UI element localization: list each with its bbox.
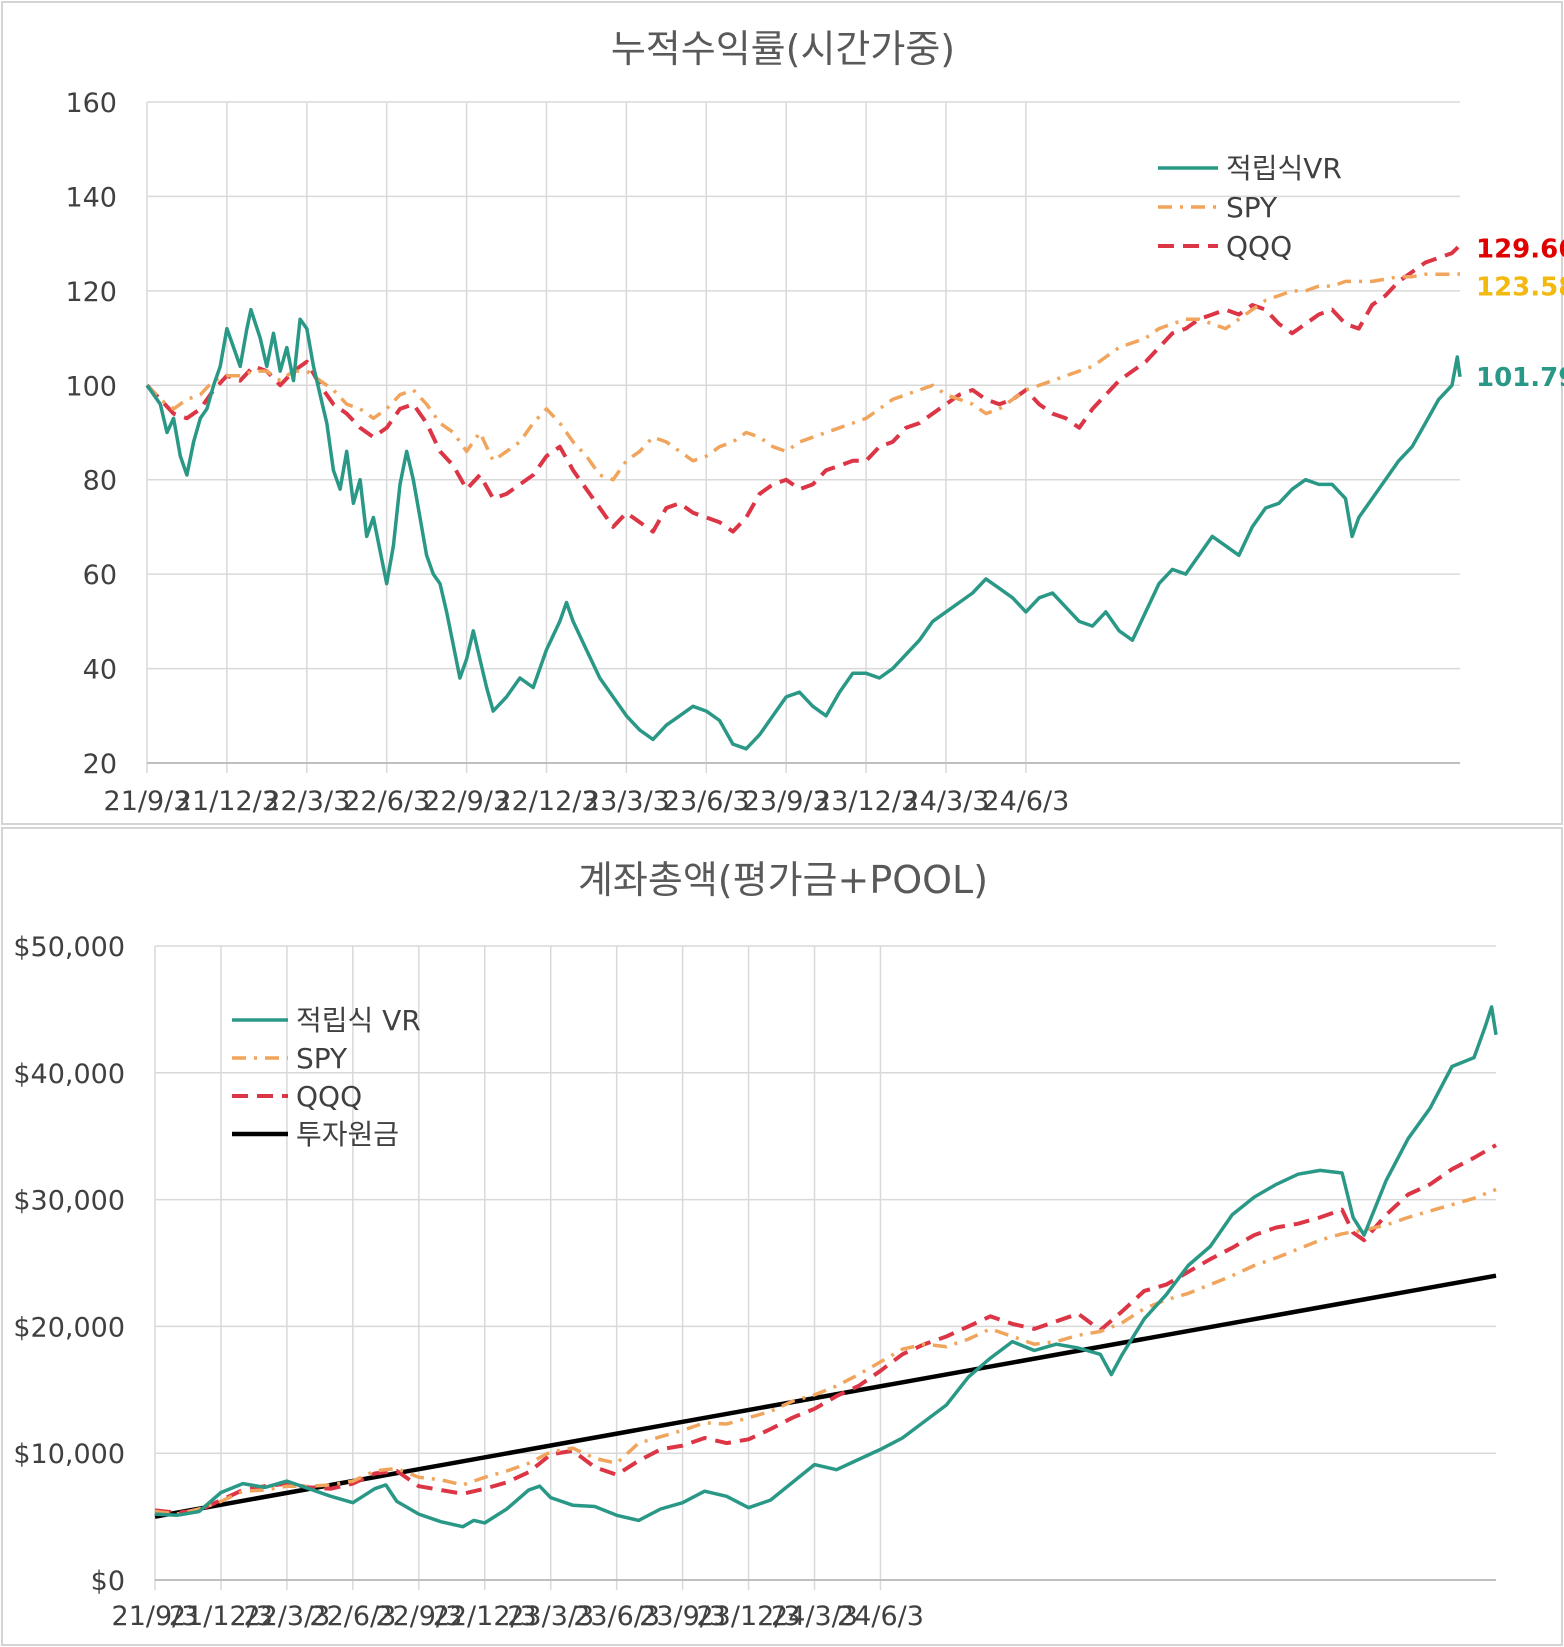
- x-tick-label: 23/6/3: [663, 786, 750, 817]
- y-tick-label: $40,000: [13, 1059, 125, 1090]
- y-tick-label: 80: [83, 466, 117, 497]
- y-tick-label: $50,000: [13, 932, 125, 963]
- y-tick-label: $30,000: [13, 1186, 125, 1217]
- x-tick-label: 22/3/3: [243, 1601, 330, 1632]
- x-tick-label: 24/3/3: [771, 1601, 858, 1632]
- y-tick-label: 40: [83, 655, 117, 686]
- y-tick-label: 100: [65, 371, 117, 402]
- series-line-1: [154, 1005, 1498, 1529]
- legend-label-3: QQQ: [296, 1080, 362, 1113]
- chart-1: 누적수익률(시간가중) 20 40 60 80 100 120 140 160 21/9/321/…: [1, 1, 1564, 825]
- x-tick-label: 23/3/3: [583, 786, 670, 817]
- x-tick-label: 22/9/3: [423, 786, 510, 817]
- x-tick-label: 22/12/3: [433, 1601, 537, 1632]
- x-tick-label: 21/9/3: [112, 1601, 199, 1632]
- end-value-label: 123.58: [1476, 272, 1564, 302]
- x-tick-label: 22/9/3: [375, 1601, 462, 1632]
- chart-2: 계좌총액(평가금+POOL) $0 $10,000 $20,000 $30,000 $40…: [1, 827, 1563, 1646]
- legend-label-1: 적립식VR: [1226, 152, 1342, 185]
- legend-label-1: 적립식 VR: [296, 1004, 421, 1037]
- y-tick-label: 120: [65, 277, 117, 308]
- x-tick-label: 23/9/3: [743, 786, 830, 817]
- x-tick-label: 22/12/3: [494, 786, 598, 817]
- series-line-3: [154, 1143, 1497, 1515]
- legend-label-4: 투자원금: [296, 1118, 399, 1151]
- series-line-2: [145, 272, 1461, 482]
- legend: 적립식VR SPY QQQ: [1158, 152, 1342, 263]
- series-group: [145, 243, 1462, 751]
- y-tick-label: $0: [91, 1566, 125, 1597]
- end-value-label: 101.79: [1476, 363, 1564, 393]
- x-tick-label: 24/6/3: [982, 786, 1069, 817]
- x-tick-label: 22/6/3: [309, 1601, 396, 1632]
- legend: 적립식 VR SPY QQQ 투자원금: [232, 1004, 421, 1151]
- x-tick-label: 24/3/3: [903, 786, 990, 817]
- series-line-1: [145, 307, 1462, 751]
- series-line-2: [154, 1187, 1497, 1516]
- x-tick-label: 23/12/3: [814, 786, 918, 817]
- x-tick-label: 23/3/3: [507, 1601, 594, 1632]
- x-tick-label: 22/6/3: [343, 786, 430, 817]
- series-line-3: [145, 243, 1462, 534]
- chart-panel: [1, 827, 1563, 1646]
- x-tick-label: 21/9/3: [104, 786, 191, 817]
- legend-label-2: SPY: [296, 1042, 348, 1075]
- y-tick-label: 140: [65, 182, 117, 213]
- x-tick-label: 21/12/3: [169, 1601, 273, 1632]
- x-tick-label: 23/12/3: [697, 1601, 801, 1632]
- x-tick-label: 23/9/3: [639, 1601, 726, 1632]
- y-tick-label: $20,000: [13, 1312, 125, 1343]
- chart-title: 누적수익률(시간가중): [611, 27, 955, 71]
- x-tick-label: 22/3/3: [263, 786, 350, 817]
- series-line-4: [154, 1273, 1497, 1519]
- chart-title: 계좌총액(평가금+POOL): [578, 858, 988, 902]
- x-tick-label: 21/12/3: [175, 786, 279, 817]
- end-value-label: 129.66: [1476, 235, 1564, 265]
- y-tick-label: 20: [83, 749, 117, 780]
- x-tick-label: 23/6/3: [573, 1601, 660, 1632]
- legend-label-2: SPY: [1226, 191, 1278, 224]
- y-tick-label: $10,000: [13, 1439, 125, 1470]
- chart-panel: [1, 1, 1563, 825]
- y-tick-label: 160: [65, 88, 117, 119]
- y-tick-label: 60: [83, 560, 117, 591]
- x-tick-label: 24/6/3: [837, 1601, 924, 1632]
- series-group: [154, 1005, 1498, 1529]
- legend-label-3: QQQ: [1226, 230, 1292, 263]
